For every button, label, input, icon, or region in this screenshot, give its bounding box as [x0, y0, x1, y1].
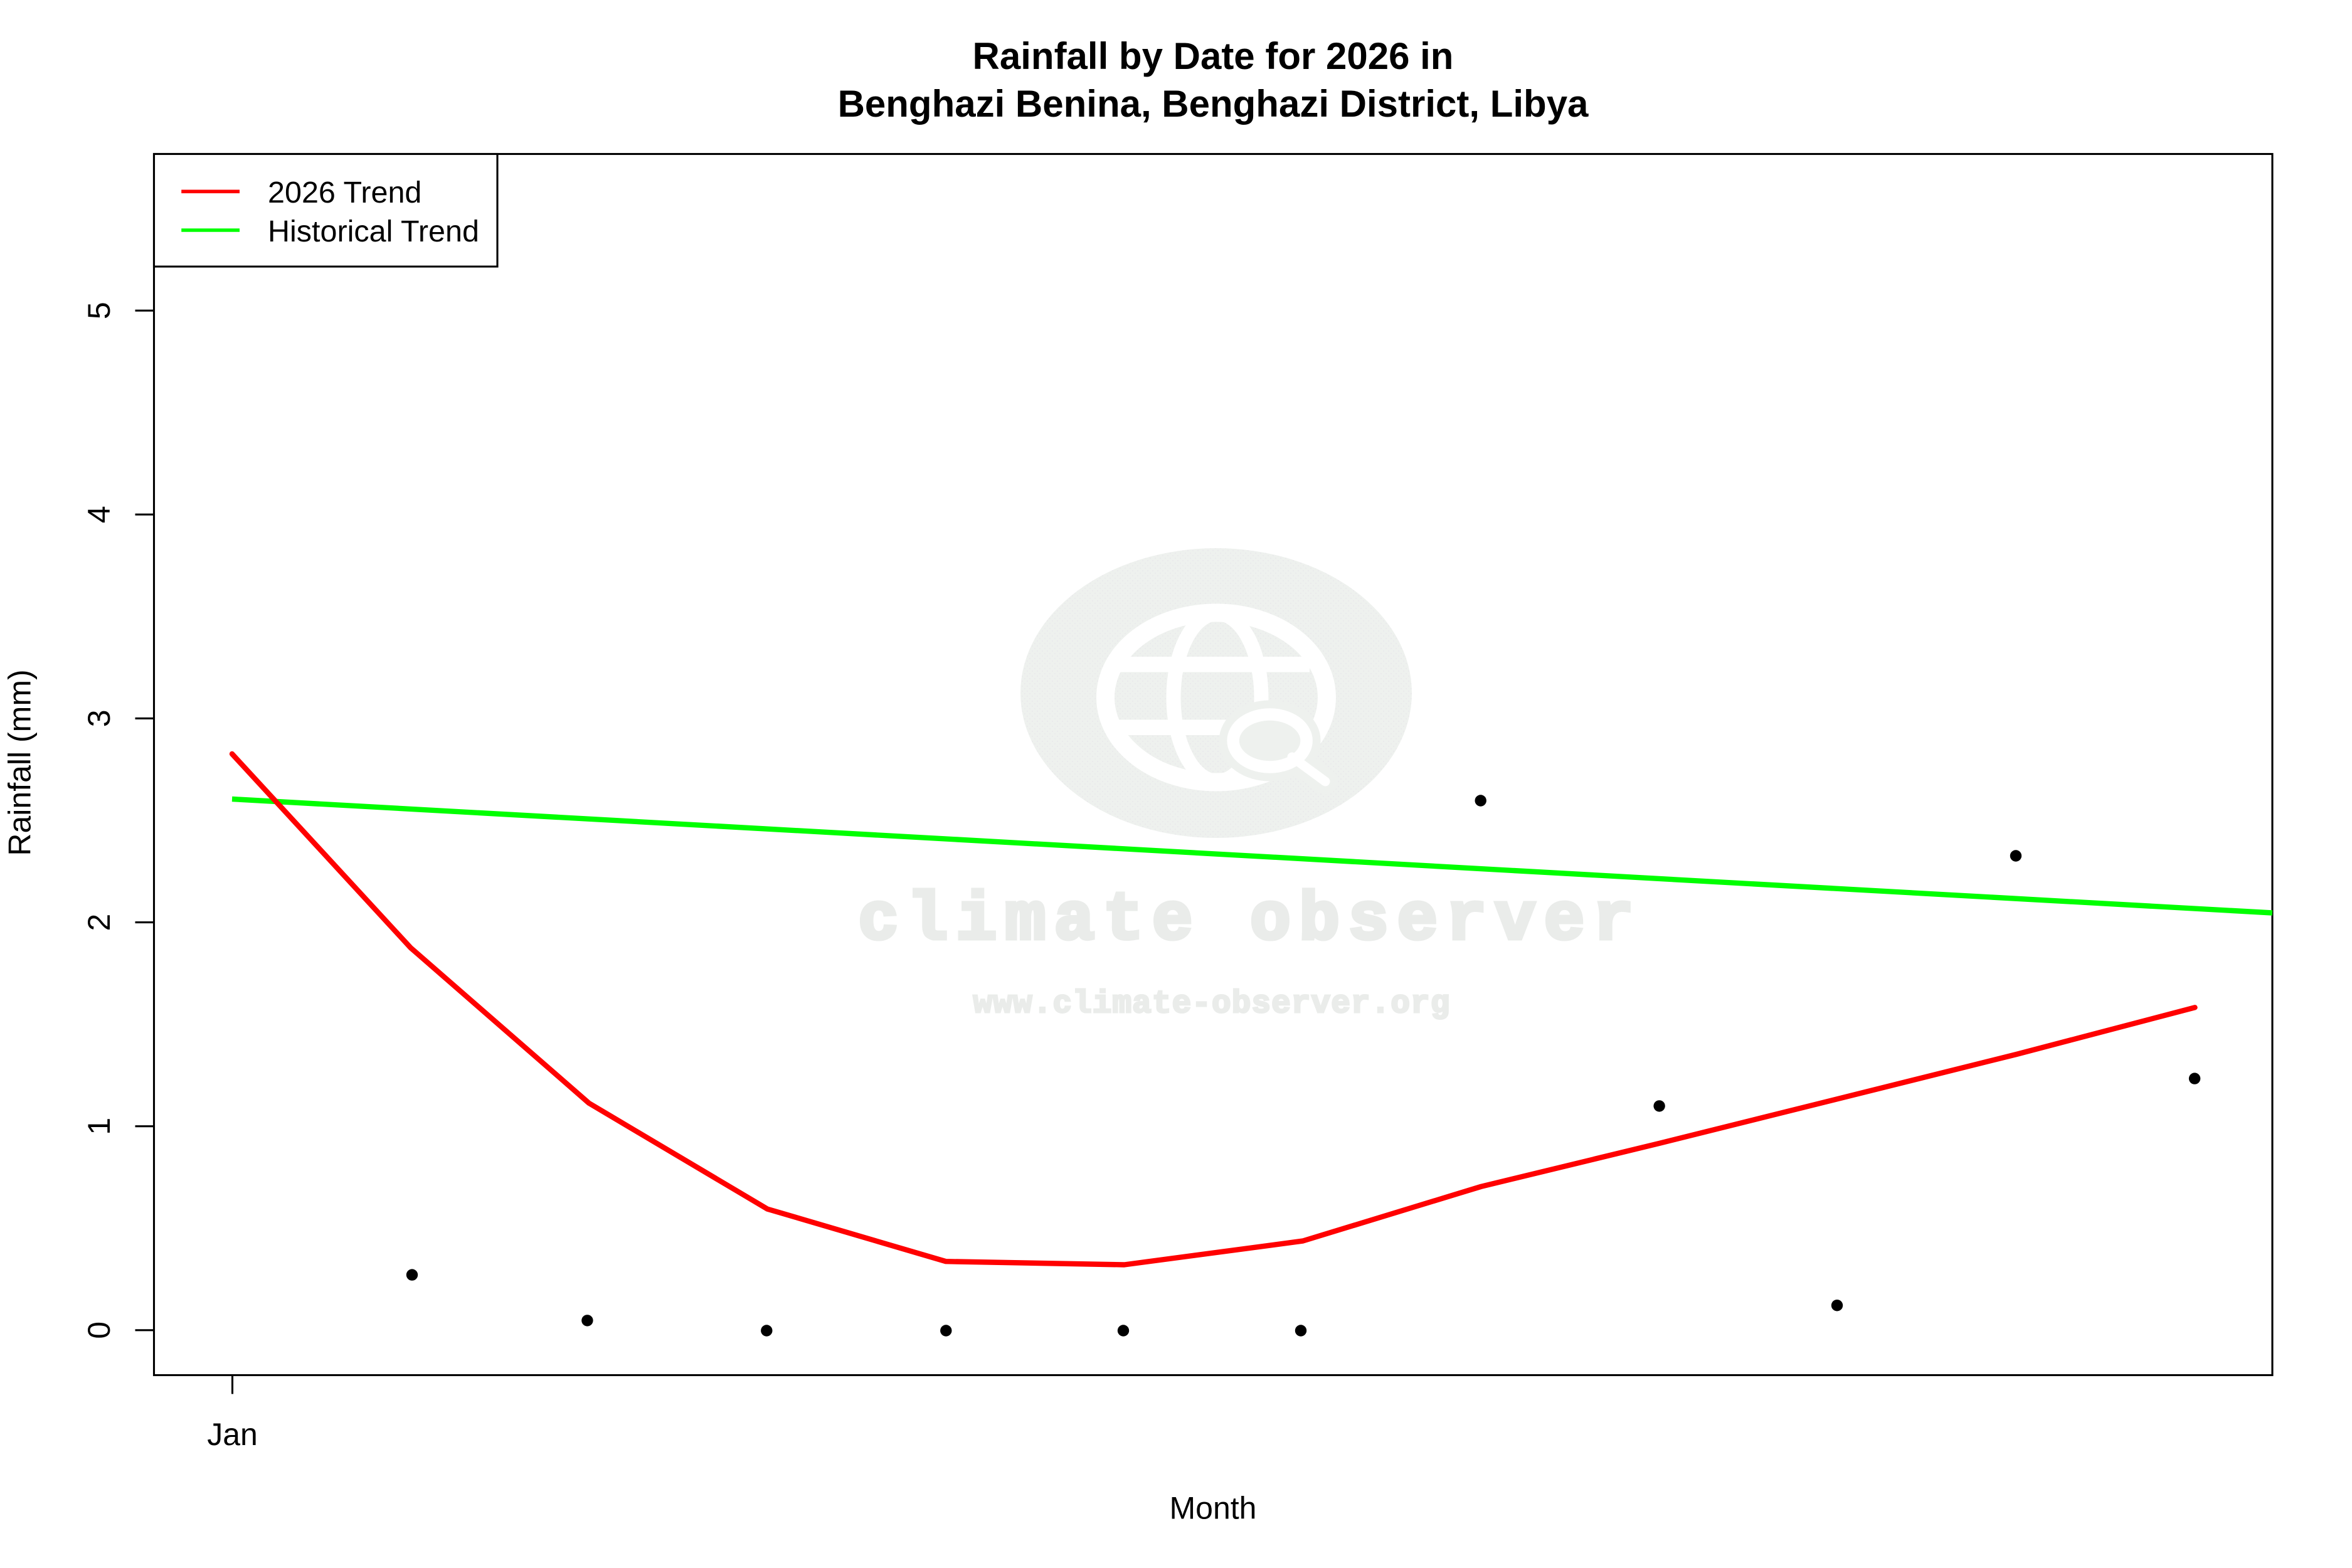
- svg-text:www.climate-observer.org: www.climate-observer.org: [973, 987, 1451, 1022]
- svg-text:Benghazi Benina, Benghazi Dist: Benghazi Benina, Benghazi District, Liby…: [838, 83, 1589, 125]
- svg-text:5: 5: [82, 302, 117, 319]
- svg-text:Jan: Jan: [207, 1417, 258, 1452]
- svg-text:3: 3: [82, 709, 117, 727]
- svg-text:Historical Trend: Historical Trend: [268, 215, 479, 248]
- svg-text:2: 2: [82, 914, 117, 931]
- svg-text:climate observer: climate observer: [858, 883, 1642, 960]
- svg-text:Rainfall (mm): Rainfall (mm): [3, 669, 38, 856]
- svg-text:Month: Month: [1170, 1491, 1257, 1526]
- svg-text:1: 1: [82, 1118, 117, 1135]
- svg-text:0: 0: [82, 1322, 117, 1339]
- svg-text:Rainfall by Date for 2026 in: Rainfall by Date for 2026 in: [973, 35, 1454, 77]
- svg-text:2026 Trend: 2026 Trend: [268, 176, 421, 209]
- svg-text:4: 4: [82, 506, 117, 523]
